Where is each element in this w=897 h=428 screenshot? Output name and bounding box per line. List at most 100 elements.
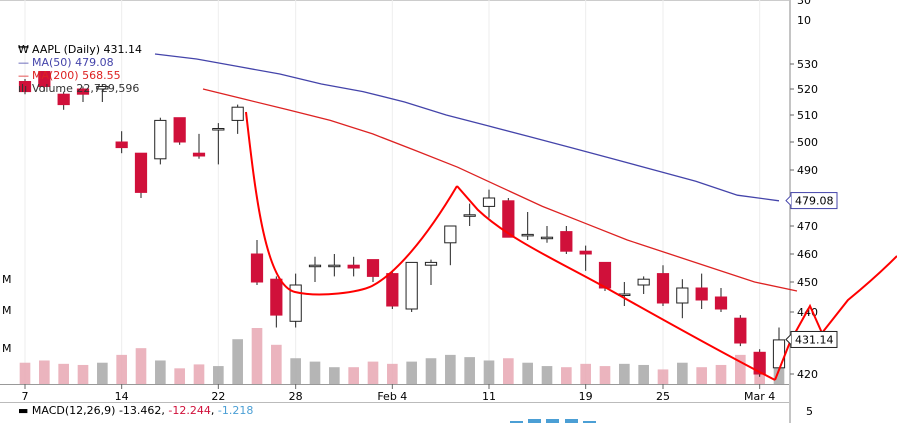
legend-volume-text: Volume 22,729,596 bbox=[32, 82, 140, 95]
legend-ma50: — MA(50) 479.08 bbox=[18, 56, 142, 69]
volume-axis-label: M bbox=[2, 342, 12, 355]
candle-body bbox=[560, 231, 573, 252]
volume-bar bbox=[715, 364, 727, 384]
x-tick-label: 7 bbox=[22, 390, 29, 403]
candle-body bbox=[154, 119, 167, 160]
volume-bar bbox=[503, 358, 514, 384]
candle-body bbox=[347, 264, 360, 269]
last-price-box-pointer bbox=[785, 334, 792, 345]
volume-axis-label: M bbox=[2, 273, 12, 286]
volume-bar bbox=[135, 348, 147, 384]
volume-bar bbox=[619, 363, 630, 384]
legend-volume: ılı Volume 22,729,596 bbox=[18, 82, 142, 95]
legend-ma50-text: MA(50) 479.08 bbox=[32, 56, 114, 69]
macd-value-2: -12.244 bbox=[168, 404, 211, 417]
candle-body bbox=[38, 71, 51, 87]
candle-body bbox=[502, 200, 515, 238]
macd-value-3: -1.218 bbox=[217, 404, 254, 417]
y-tick-label: 420 bbox=[797, 368, 818, 381]
x-tick-label: 19 bbox=[579, 390, 593, 403]
y-tick-label: 520 bbox=[797, 83, 818, 96]
macd-histogram-bar bbox=[528, 419, 541, 428]
volume-bar bbox=[58, 363, 69, 384]
y-tick-label: 470 bbox=[797, 220, 818, 233]
ma50-price-box-text: 479.08 bbox=[795, 195, 834, 208]
y-tick-label: 490 bbox=[797, 164, 818, 177]
volume-bar bbox=[290, 358, 301, 384]
volume-bar bbox=[77, 364, 89, 384]
candle-body bbox=[676, 287, 689, 304]
volume-bars-icon: ılı bbox=[18, 82, 28, 95]
ma50-price-box-pointer bbox=[785, 195, 792, 206]
x-tick-label: Feb 4 bbox=[377, 390, 407, 403]
volume-bar bbox=[541, 366, 553, 384]
candle-body bbox=[308, 264, 322, 268]
volume-bar bbox=[39, 360, 50, 384]
macd-histogram-bar bbox=[546, 419, 559, 428]
candle-body bbox=[734, 317, 747, 344]
candle-body bbox=[386, 273, 399, 307]
annotation-rebound bbox=[774, 255, 897, 381]
volume-bar bbox=[155, 360, 166, 384]
candle-body bbox=[96, 86, 109, 90]
upper-panel-tick-label: 10 bbox=[797, 14, 811, 27]
x-tick-label: 22 bbox=[211, 390, 225, 403]
candle-body bbox=[772, 339, 786, 369]
ma200-line bbox=[202, 88, 798, 292]
candle-body bbox=[250, 253, 264, 283]
chart-legend: ₩ AAPL (Daily) 431.14 — MA(50) 479.08 — MA(… bbox=[18, 43, 142, 95]
candle-body bbox=[57, 93, 70, 106]
volume-bar bbox=[599, 366, 611, 384]
macd-histogram-bar bbox=[565, 419, 578, 428]
candle-body bbox=[463, 214, 476, 217]
volume-bar bbox=[464, 357, 475, 384]
last-price-box-text: 431.14 bbox=[795, 333, 834, 346]
candle-body bbox=[231, 106, 244, 121]
macd-tick-label: 5 bbox=[806, 405, 813, 418]
volume-bar bbox=[213, 366, 224, 384]
legend-ma200-text: MA(200) 568.55 bbox=[32, 69, 121, 82]
x-tick-label: 28 bbox=[289, 390, 303, 403]
volume-bar bbox=[348, 367, 359, 384]
volume-bar bbox=[735, 354, 746, 384]
candle-body bbox=[18, 81, 32, 93]
macd-label: MACD(12,26,9) bbox=[31, 404, 116, 417]
candle-body bbox=[482, 197, 496, 207]
candle-body bbox=[753, 351, 766, 375]
x-tick-label: 14 bbox=[115, 390, 129, 403]
candle-body bbox=[270, 278, 283, 316]
legend-ma200: — MA(200) 568.55 bbox=[18, 69, 142, 82]
x-tick-label: Mar 4 bbox=[744, 390, 775, 403]
candle-body bbox=[656, 273, 670, 304]
volume-bar bbox=[116, 354, 127, 384]
y-tick-label: 460 bbox=[797, 248, 818, 261]
candle-body bbox=[134, 152, 148, 193]
candle-body bbox=[444, 225, 457, 244]
volume-bar bbox=[696, 367, 707, 384]
volume-bar bbox=[522, 362, 533, 384]
x-tick-label: 11 bbox=[482, 390, 496, 403]
volume-bar bbox=[329, 367, 340, 384]
y-tick-label: 530 bbox=[797, 58, 818, 71]
annotation-down-trend bbox=[456, 185, 776, 381]
volume-bar bbox=[251, 328, 263, 384]
macd-value-1: -13.462 bbox=[118, 404, 162, 417]
candle-body bbox=[76, 88, 90, 95]
candle-body bbox=[289, 284, 302, 322]
volume-bar bbox=[193, 364, 205, 384]
upper-panel-tick-label: 30 bbox=[797, 0, 811, 7]
ticker-icon: ₩ bbox=[18, 43, 29, 56]
macd-legend: ▬ MACD(12,26,9) -13.462, -12.244, -1.218 bbox=[18, 404, 254, 417]
volume-axis-label: M bbox=[2, 304, 12, 317]
ma50-swatch: — bbox=[18, 56, 29, 69]
candle-body bbox=[695, 287, 708, 301]
candle-body bbox=[521, 233, 534, 237]
volume-bar bbox=[483, 360, 495, 384]
candle-body bbox=[328, 264, 341, 268]
volume-bar bbox=[174, 368, 185, 384]
volume-bar bbox=[677, 362, 688, 384]
candle-body bbox=[192, 152, 206, 157]
volume-bar bbox=[271, 344, 282, 384]
y-tick-label: 500 bbox=[797, 136, 818, 149]
